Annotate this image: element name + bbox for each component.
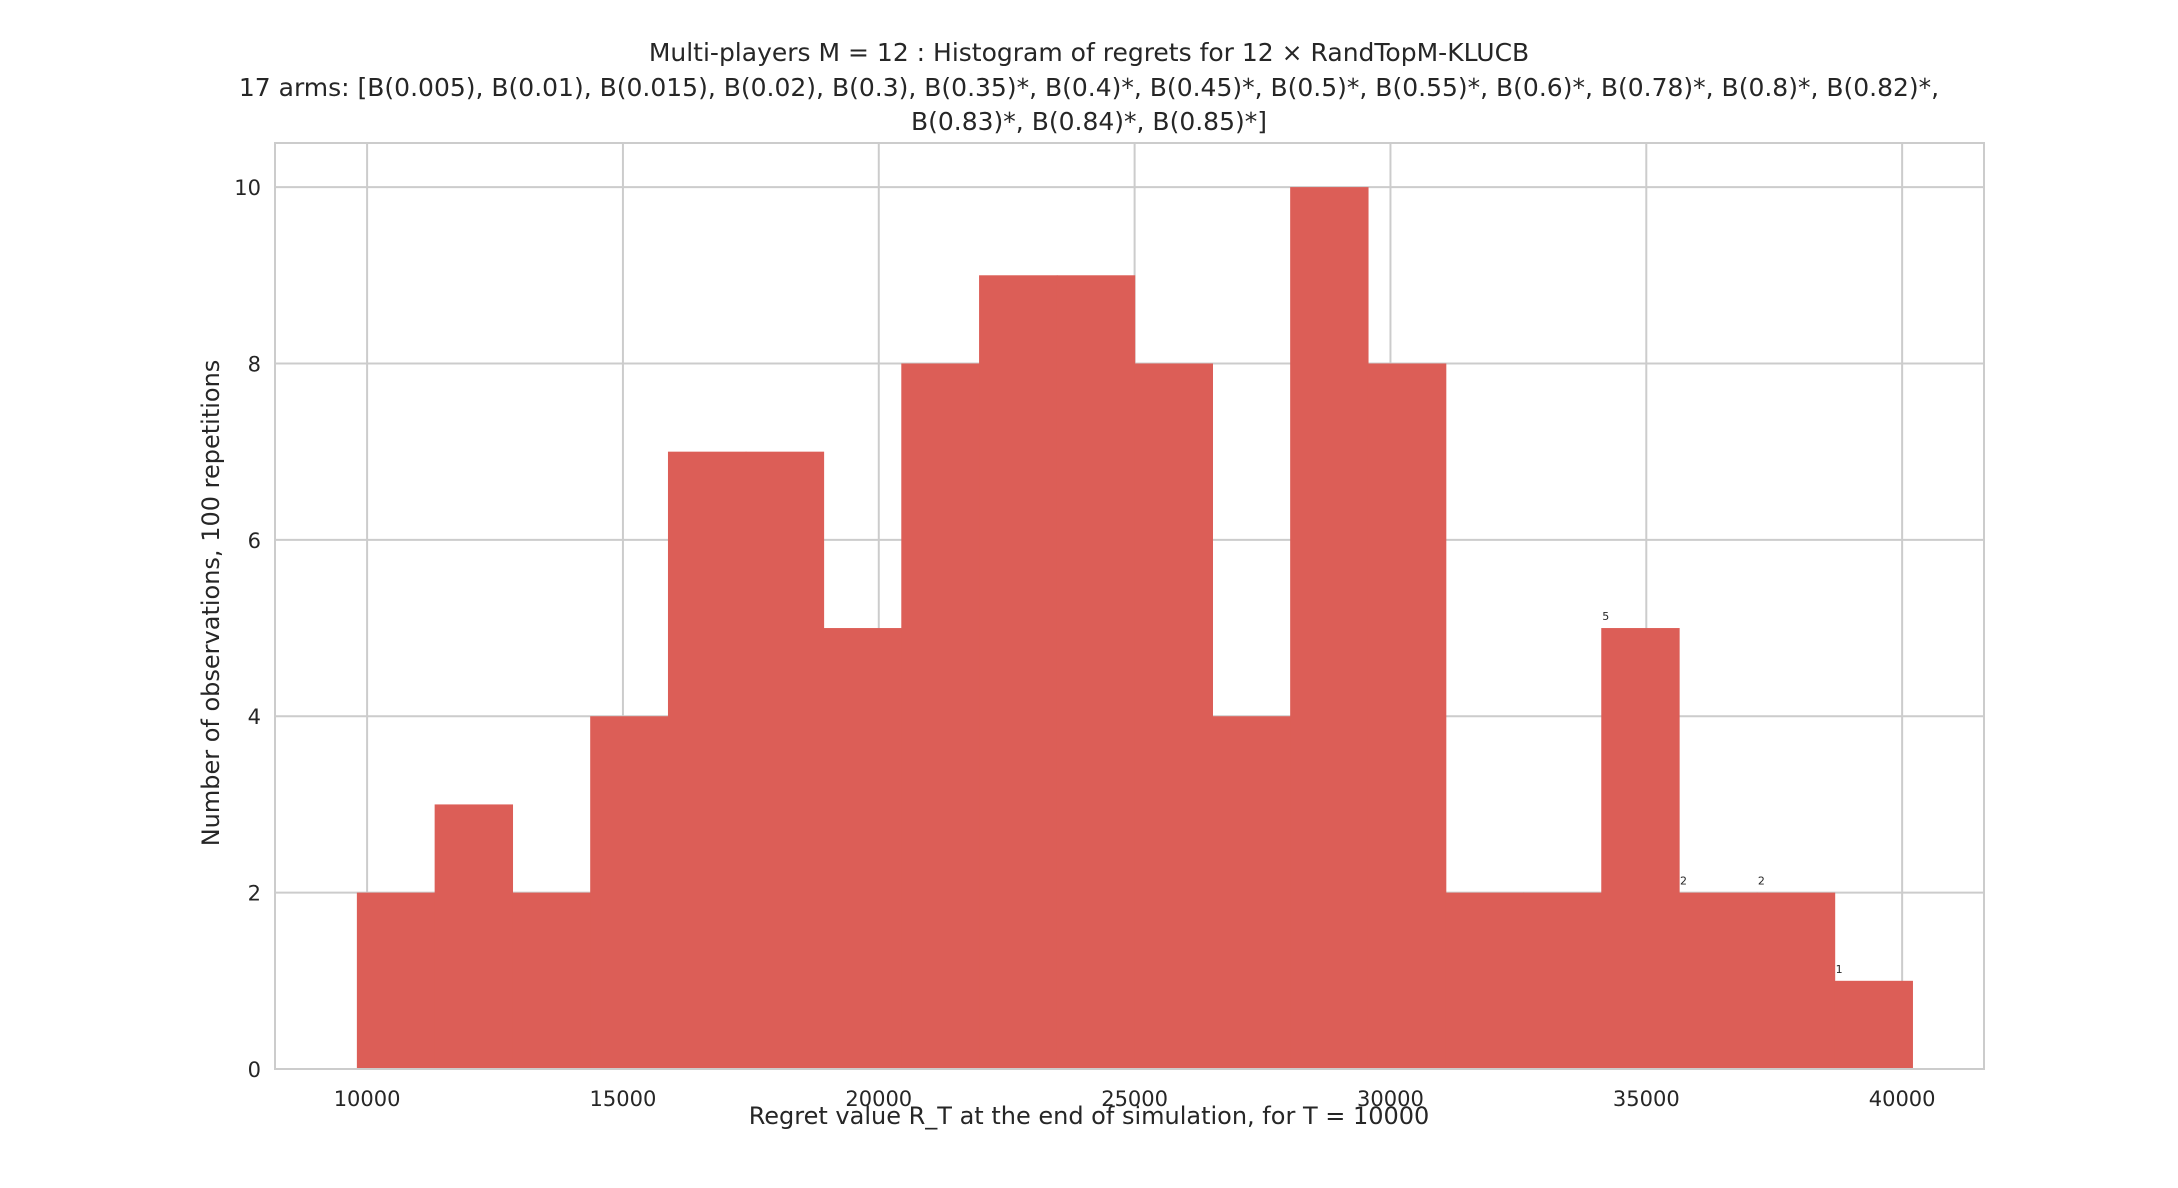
- y-tick-label: 4: [248, 705, 261, 729]
- data-label: 1: [1836, 963, 1843, 976]
- x-tick-label: 35000: [1613, 1087, 1680, 1111]
- histogram-bar: [667, 451, 747, 1070]
- histogram-bar: [1290, 187, 1369, 1070]
- y-tick-label: 10: [234, 176, 261, 200]
- histogram-bar: [1367, 363, 1447, 1069]
- x-tick-label: 15000: [590, 1087, 657, 1111]
- histogram-bar: [1056, 275, 1136, 1069]
- chart-subtitle-line-2: B(0.83)*, B(0.84)*, B(0.85)*]: [0, 105, 2178, 139]
- histogram-bar: [1523, 892, 1602, 1069]
- y-tick-label: 2: [248, 882, 261, 906]
- chart-subtitle-text-2: B(0.83)*, B(0.84)*, B(0.85)*]: [910, 107, 1267, 136]
- histogram-bar: [1212, 716, 1291, 1069]
- y-axis-label: Number of observations, 100 repetitions: [197, 359, 225, 847]
- x-axis-label: Regret value R_T at the end of simulatio…: [748, 1102, 1430, 1130]
- histogram-bar: [979, 275, 1058, 1069]
- histogram-bar: [1679, 892, 1758, 1069]
- data-label: 2: [1680, 875, 1687, 888]
- data-label: 2: [1758, 875, 1765, 888]
- histogram-bar: [1601, 628, 1680, 1069]
- histogram-bar: [356, 892, 436, 1069]
- x-tick-label: 40000: [1869, 1087, 1936, 1111]
- x-tick-label: 20000: [845, 1087, 912, 1111]
- chart-subtitle-text-1: 17 arms: [B(0.005), B(0.01), B(0.015), B…: [238, 73, 1940, 102]
- data-label: 5: [1602, 610, 1609, 623]
- y-tick-label: 6: [248, 529, 261, 553]
- histogram-bar: [1445, 892, 1525, 1069]
- plot-frame: [274, 142, 1985, 1070]
- x-tick-label: 10000: [334, 1087, 401, 1111]
- chart-title-text: Multi-players M = 12 : Histogram of regr…: [648, 38, 1530, 67]
- histogram-bar: [745, 451, 825, 1070]
- chart-subtitle-line-1: 17 arms: [B(0.005), B(0.01), B(0.015), B…: [0, 71, 2178, 105]
- histogram-bar: [1834, 980, 1913, 1069]
- histogram-bar: [823, 628, 902, 1069]
- y-tick-label: 0: [248, 1058, 261, 1082]
- histogram-bar: [1756, 892, 1836, 1069]
- x-tick-label: 25000: [1101, 1087, 1168, 1111]
- histogram-bar: [512, 892, 591, 1069]
- histogram-bar: [901, 363, 980, 1069]
- histogram-bar: [1134, 363, 1213, 1069]
- histogram-bar: [434, 804, 514, 1069]
- x-tick-label: 30000: [1357, 1087, 1424, 1111]
- chart-title: Multi-players M = 12 : Histogram of regr…: [0, 36, 2178, 70]
- histogram-bar: [590, 716, 669, 1069]
- y-tick-label: 8: [248, 352, 261, 376]
